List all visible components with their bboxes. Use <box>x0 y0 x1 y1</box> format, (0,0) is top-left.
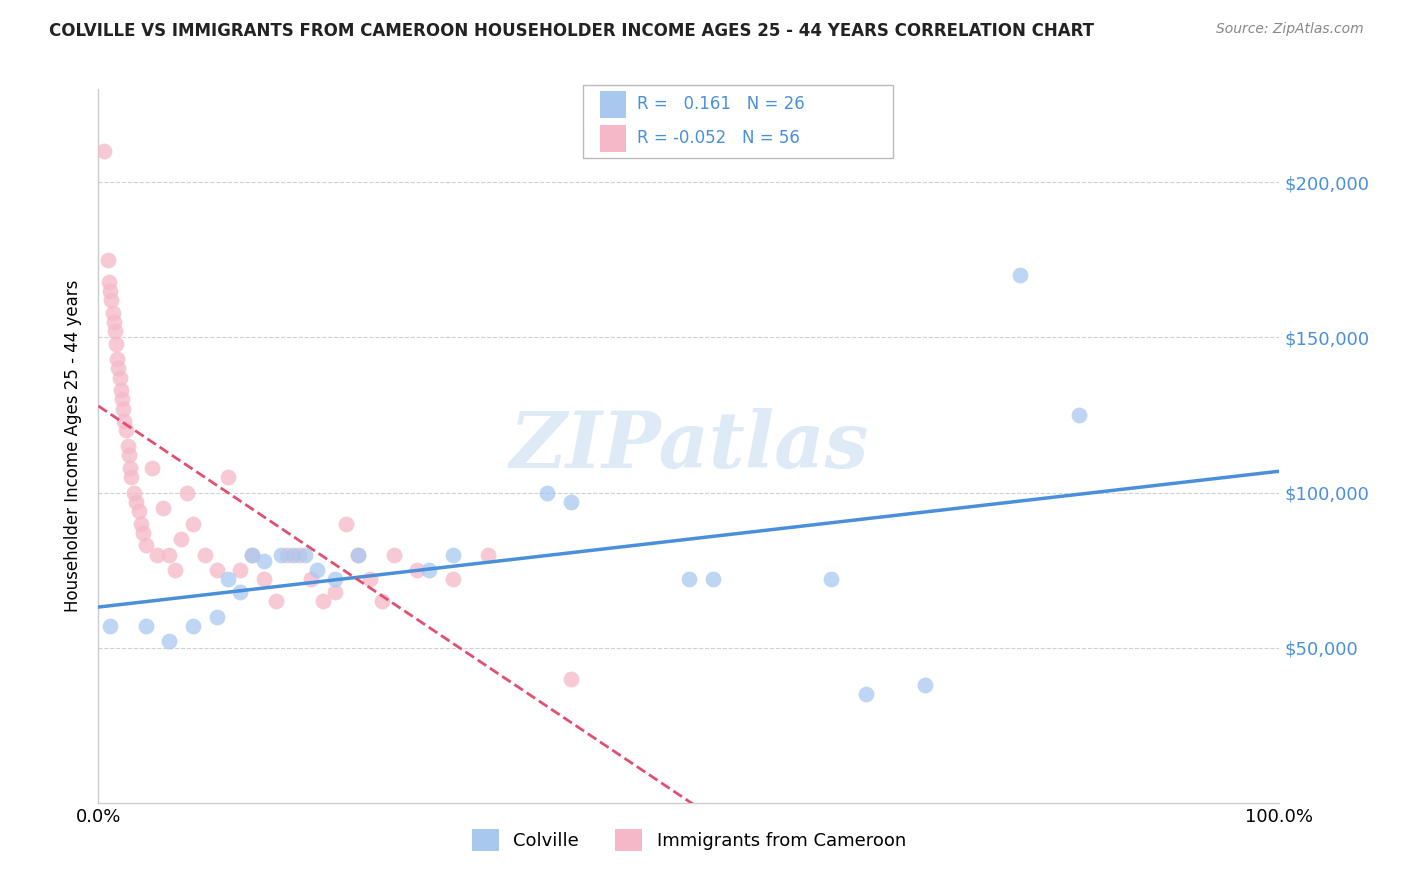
Point <box>157 548 180 562</box>
Point <box>288 548 311 562</box>
Point <box>125 495 148 509</box>
Point <box>194 548 217 562</box>
Point <box>108 370 131 384</box>
Point <box>347 548 370 562</box>
Point <box>128 504 150 518</box>
Point <box>135 538 157 552</box>
Point <box>560 495 582 509</box>
Point <box>101 305 124 319</box>
Point <box>347 548 370 562</box>
Point <box>299 573 322 587</box>
Point <box>1067 408 1090 422</box>
Point <box>98 284 121 298</box>
Point <box>270 548 292 562</box>
Point <box>477 548 499 562</box>
Point <box>240 548 263 562</box>
Point <box>205 563 228 577</box>
Point <box>122 485 145 500</box>
Point <box>418 563 440 577</box>
Point <box>382 548 405 562</box>
Text: R = -0.052   N = 56: R = -0.052 N = 56 <box>637 129 800 147</box>
Point <box>312 594 335 608</box>
Point <box>104 324 127 338</box>
Point <box>1008 268 1031 283</box>
Point <box>98 619 121 633</box>
Point <box>264 594 287 608</box>
Point <box>253 554 276 568</box>
Point <box>110 383 132 397</box>
Point <box>820 573 842 587</box>
Point <box>229 563 252 577</box>
Point <box>406 563 429 577</box>
Point <box>276 548 298 562</box>
Point <box>323 573 346 587</box>
Point <box>107 361 129 376</box>
Text: ZIPatlas: ZIPatlas <box>509 408 869 484</box>
Point <box>129 516 152 531</box>
Point <box>305 563 328 577</box>
Point <box>135 619 157 633</box>
Point <box>181 619 204 633</box>
Point <box>678 573 700 587</box>
Point <box>205 609 228 624</box>
Point <box>441 573 464 587</box>
Point <box>855 687 877 701</box>
Point <box>146 548 169 562</box>
Point <box>253 573 276 587</box>
Point <box>112 401 135 416</box>
Point <box>93 145 115 159</box>
Point <box>335 516 357 531</box>
Point <box>100 293 122 308</box>
Point <box>240 548 263 562</box>
Point <box>121 470 143 484</box>
Point <box>560 672 582 686</box>
Point <box>157 634 180 648</box>
Point <box>103 315 125 329</box>
Y-axis label: Householder Income Ages 25 - 44 years: Householder Income Ages 25 - 44 years <box>65 280 83 612</box>
Point <box>176 485 198 500</box>
Point <box>152 501 174 516</box>
Point <box>112 414 135 428</box>
Point <box>536 485 558 500</box>
Text: Source: ZipAtlas.com: Source: ZipAtlas.com <box>1216 22 1364 37</box>
Point <box>114 424 136 438</box>
Point <box>283 548 305 562</box>
Text: COLVILLE VS IMMIGRANTS FROM CAMEROON HOUSEHOLDER INCOME AGES 25 - 44 YEARS CORRE: COLVILLE VS IMMIGRANTS FROM CAMEROON HOU… <box>49 22 1094 40</box>
Point <box>294 548 316 562</box>
Point <box>217 470 239 484</box>
Point <box>132 525 155 540</box>
Text: R =   0.161   N = 26: R = 0.161 N = 26 <box>637 95 804 113</box>
Point <box>702 573 724 587</box>
Point <box>170 532 193 546</box>
Point <box>98 275 121 289</box>
Point <box>217 573 239 587</box>
Point <box>323 584 346 599</box>
Point <box>441 548 464 562</box>
Point <box>165 563 187 577</box>
Point <box>914 678 936 692</box>
Point <box>111 392 134 407</box>
Point <box>141 460 163 475</box>
Point <box>229 584 252 599</box>
Point <box>181 516 204 531</box>
Point <box>97 252 120 267</box>
Point <box>359 573 381 587</box>
Point <box>120 460 142 475</box>
Point <box>371 594 394 608</box>
Point <box>118 448 141 462</box>
Point <box>105 352 128 367</box>
Point <box>117 439 139 453</box>
Point <box>105 336 128 351</box>
Legend: Colville, Immigrants from Cameroon: Colville, Immigrants from Cameroon <box>464 822 914 858</box>
